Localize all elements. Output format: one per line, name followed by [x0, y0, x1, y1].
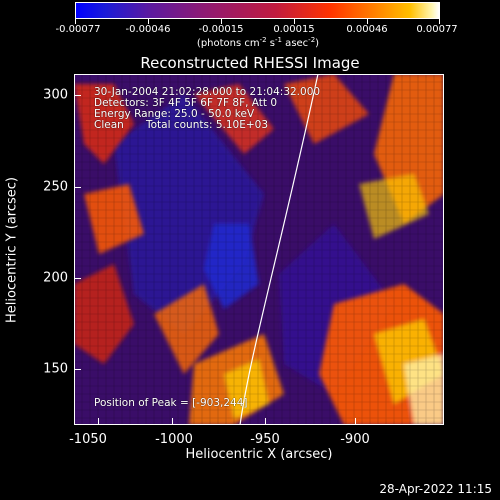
x-axis-tick-label: -900 — [340, 432, 370, 447]
colorbar — [75, 2, 440, 19]
y-axis-tick — [74, 369, 81, 370]
rhessi-image-canvas — [74, 74, 444, 425]
colorbar-tick-label: -0.00077 — [55, 24, 101, 35]
colorbar-tick — [221, 19, 222, 24]
total-counts-annotation: Total counts: 5.10E+03 — [146, 119, 269, 131]
colorbar-tick — [439, 19, 440, 24]
rhessi-image — [74, 74, 444, 425]
time-range-annotation: 30-Jan-2004 21:02:28.000 to 21:04:32.000 — [94, 86, 321, 98]
colorbar-units-part: s — [266, 38, 276, 49]
solar-limb-line — [239, 74, 319, 425]
x-axis-tick — [355, 418, 356, 425]
y-axis-tick — [74, 95, 81, 96]
colorbar-units-part: ) — [315, 38, 320, 49]
colorbar-tick — [148, 19, 149, 24]
x-axis-tick — [98, 418, 99, 425]
x-axis-tick — [265, 418, 266, 425]
colorbar-tick — [367, 19, 368, 24]
colorbar-units: (photons cm-2 s-1 asec-2) — [197, 36, 319, 49]
colorbar-tick — [294, 19, 295, 24]
energy-range-annotation: Energy Range: 25.0 - 50.0 keV — [94, 108, 255, 120]
plot-title: Reconstructed RHESSI Image — [140, 54, 360, 72]
colorbar-tick-label: -0.00015 — [198, 24, 244, 35]
colorbar-units-exponent: -1 — [275, 36, 283, 44]
colorbar-units-part: (photons cm — [196, 38, 260, 49]
colorbar-tick-label: -0.00046 — [125, 24, 171, 35]
emission-structures — [74, 74, 444, 425]
pixel-texture — [74, 74, 444, 425]
footer-timestamp: 28-Apr-2022 11:15 — [379, 482, 492, 496]
method-annotation: Clean — [94, 119, 124, 131]
y-axis-tick-label: 250 — [43, 179, 68, 195]
colorbar-tick-label: 0.00046 — [346, 24, 388, 35]
colorbar-tick-label: 0.00077 — [416, 24, 458, 35]
detectors-annotation: Detectors: 3F 4F 5F 6F 7F 8F, Att 0 — [94, 97, 278, 109]
colorbar-tick — [75, 19, 76, 24]
colorbar-tick-label: 0.00015 — [273, 24, 315, 35]
colorbar-units-part: asec — [282, 38, 309, 49]
colorbar-units-exponent: -2 — [259, 36, 267, 44]
x-axis-tick-label: -1000 — [155, 432, 193, 447]
low-intensity-band — [114, 94, 394, 394]
peak-position-annotation: Position of Peak = [-903,244] — [94, 397, 248, 409]
y-axis-tick — [74, 278, 81, 279]
y-axis-title: Heliocentric Y (arcsec) — [4, 177, 20, 323]
x-axis-tick — [172, 418, 173, 425]
x-axis-tick-label: -1050 — [69, 432, 107, 447]
x-axis-title: Heliocentric X (arcsec) — [185, 447, 333, 462]
y-axis-tick-label: 150 — [43, 361, 68, 377]
colorbar-units-exponent: -2 — [308, 36, 316, 44]
y-axis-tick — [74, 187, 81, 188]
x-axis-tick-label: -950 — [250, 432, 280, 447]
y-axis-tick-label: 300 — [43, 87, 68, 103]
y-axis-tick-label: 200 — [43, 270, 68, 286]
